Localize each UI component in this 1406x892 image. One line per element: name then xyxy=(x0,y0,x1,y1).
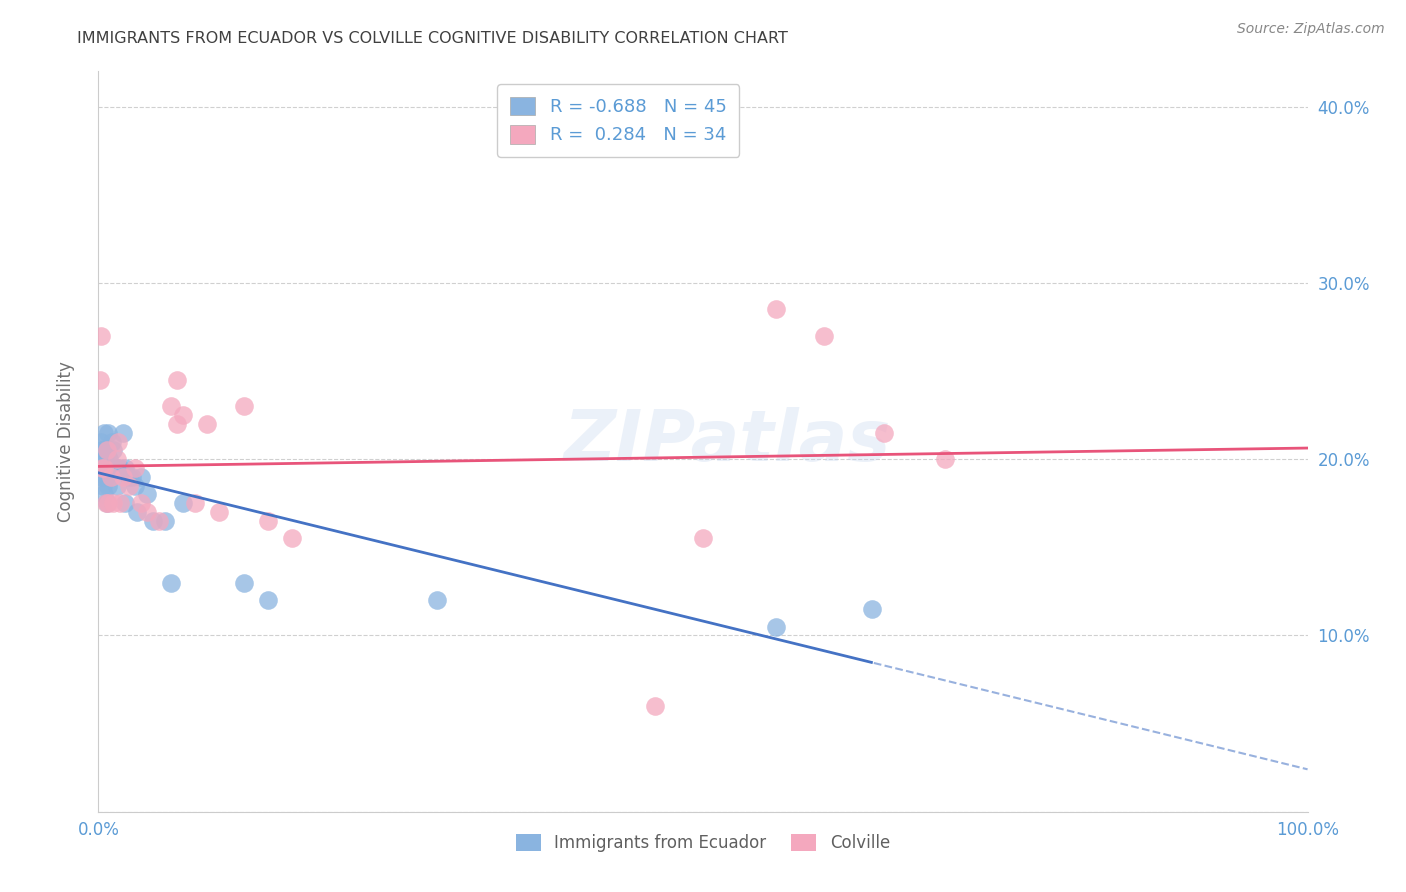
Point xyxy=(96,443,118,458)
Point xyxy=(166,373,188,387)
Point xyxy=(101,443,124,458)
Point xyxy=(89,443,111,458)
Point xyxy=(160,575,183,590)
Point xyxy=(91,470,114,484)
Point xyxy=(94,496,117,510)
Point xyxy=(89,461,111,475)
Point xyxy=(124,478,146,492)
Point xyxy=(934,452,956,467)
Point xyxy=(135,505,157,519)
Point xyxy=(692,532,714,546)
Point xyxy=(114,461,136,475)
Point xyxy=(90,461,112,475)
Point xyxy=(160,399,183,413)
Point xyxy=(873,425,896,440)
Point xyxy=(91,461,114,475)
Point xyxy=(90,434,112,449)
Point xyxy=(256,593,278,607)
Point xyxy=(107,461,129,475)
Point xyxy=(111,470,134,484)
Point xyxy=(105,478,128,492)
Point xyxy=(100,470,122,484)
Point xyxy=(208,505,231,519)
Point xyxy=(813,328,835,343)
Text: Source: ZipAtlas.com: Source: ZipAtlas.com xyxy=(1237,22,1385,37)
Point xyxy=(232,575,254,590)
Point xyxy=(860,602,883,616)
Point xyxy=(111,425,134,440)
Point xyxy=(98,452,121,467)
Point xyxy=(135,487,157,501)
Point xyxy=(118,470,141,484)
Point xyxy=(184,496,207,510)
Point xyxy=(91,461,114,475)
Point xyxy=(172,496,194,510)
Point xyxy=(101,496,124,510)
Point xyxy=(100,461,122,475)
Point xyxy=(426,593,449,607)
Point xyxy=(91,443,114,458)
Point xyxy=(118,478,141,492)
Point xyxy=(97,478,120,492)
Point xyxy=(93,487,115,501)
Point xyxy=(91,478,114,492)
Point xyxy=(108,461,131,475)
Point xyxy=(97,425,120,440)
Point xyxy=(232,399,254,413)
Point xyxy=(96,496,118,510)
Point xyxy=(91,443,114,458)
Point xyxy=(93,425,115,440)
Point xyxy=(195,417,218,431)
Point xyxy=(107,434,129,449)
Point xyxy=(94,470,117,484)
Point xyxy=(765,302,787,317)
Point xyxy=(644,698,666,713)
Point xyxy=(105,452,128,467)
Point xyxy=(256,514,278,528)
Text: IMMIGRANTS FROM ECUADOR VS COLVILLE COGNITIVE DISABILITY CORRELATION CHART: IMMIGRANTS FROM ECUADOR VS COLVILLE COGN… xyxy=(77,31,789,46)
Point xyxy=(93,452,115,467)
Point xyxy=(765,619,787,633)
Point xyxy=(129,496,152,510)
Point xyxy=(89,373,111,387)
Point xyxy=(114,496,136,510)
Point xyxy=(129,470,152,484)
Point xyxy=(90,328,112,343)
Point xyxy=(153,514,176,528)
Point xyxy=(103,461,125,475)
Point xyxy=(100,434,122,449)
Point xyxy=(96,443,118,458)
Point xyxy=(97,496,120,510)
Point xyxy=(142,514,165,528)
Point xyxy=(124,461,146,475)
Point xyxy=(108,496,131,510)
Point xyxy=(94,443,117,458)
Point xyxy=(93,461,115,475)
Point xyxy=(166,417,188,431)
Text: ZIPatlas: ZIPatlas xyxy=(564,407,891,476)
Point xyxy=(281,532,304,546)
Legend: Immigrants from Ecuador, Colville: Immigrants from Ecuador, Colville xyxy=(509,828,897,859)
Point xyxy=(96,461,118,475)
Y-axis label: Cognitive Disability: Cognitive Disability xyxy=(56,361,75,522)
Point xyxy=(121,470,143,484)
Point xyxy=(172,408,194,422)
Point xyxy=(127,505,149,519)
Point xyxy=(148,514,170,528)
